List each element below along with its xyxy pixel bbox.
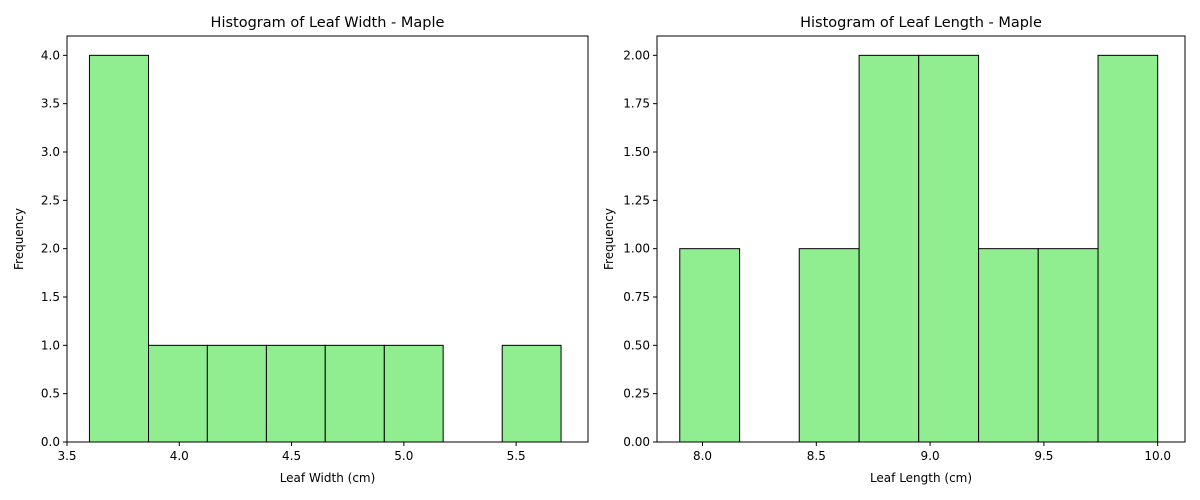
width-bar-4 xyxy=(324,344,385,443)
length-x-axis-label: Leaf Length (cm) xyxy=(870,471,972,485)
length-y-tick-label: 1.75 xyxy=(623,97,650,111)
length-bar-0 xyxy=(679,248,741,443)
length-bar-3 xyxy=(858,54,920,443)
width-axes-frame xyxy=(66,35,589,443)
length-y-tick-label: 0.00 xyxy=(623,435,650,449)
width-y-axis-label: Frequency xyxy=(12,208,26,270)
width-bar-1 xyxy=(148,344,208,443)
width-y-tick-label: 0.5 xyxy=(41,387,60,401)
width-x-tick-label: 3.5 xyxy=(57,449,76,463)
length-bar-4 xyxy=(918,54,980,443)
length-x-tick-label: 9.0 xyxy=(921,449,940,463)
leaf-width-histogram: 3.5 4.0 4.5 5.0 5.5 0.0 0.5 1.0 1.5 2.0 2.5 3.0 3.5 4… xyxy=(12,15,589,485)
width-x-tick-label: 5.0 xyxy=(394,449,413,463)
width-y-tick-label: 0.0 xyxy=(41,435,60,449)
length-x-tick-label: 8.5 xyxy=(807,449,826,463)
width-y-tick-label: 3.0 xyxy=(41,145,60,159)
width-bar-5 xyxy=(383,344,444,443)
length-y-tick-label: 0.50 xyxy=(623,338,650,352)
width-chart-title: Histogram of Leaf Width - Maple xyxy=(211,15,445,31)
width-x-tick-label: 4.5 xyxy=(282,449,301,463)
width-bar-2 xyxy=(206,344,267,443)
length-y-tick-label: 0.75 xyxy=(623,290,650,304)
leaf-length-histogram: 8.0 8.5 9.0 9.5 10.0 0.00 0.25 0.50 0.75 1.00 1.25… xyxy=(602,15,1186,485)
length-x-tick-label: 10.0 xyxy=(1144,449,1171,463)
length-y-tick-label: 1.25 xyxy=(623,193,650,207)
length-bar-6 xyxy=(1037,248,1099,443)
length-bar-7 xyxy=(1097,54,1159,443)
length-chart-title: Histogram of Leaf Length - Maple xyxy=(800,15,1042,31)
width-y-tick-label: 1.5 xyxy=(41,290,60,304)
width-x-tick-label: 4.0 xyxy=(170,449,189,463)
length-y-tick-label: 1.50 xyxy=(623,145,650,159)
width-y-tick-label: 3.5 xyxy=(41,97,60,111)
width-bar-7 xyxy=(501,344,562,443)
length-x-tick-label: 8.0 xyxy=(693,449,712,463)
length-y-tick-label: 0.25 xyxy=(623,387,650,401)
length-bar-5 xyxy=(978,248,1039,443)
length-y-tick-label: 2.00 xyxy=(623,48,650,62)
length-y-tick-label: 1.00 xyxy=(623,242,650,256)
width-y-tick-label: 2.0 xyxy=(41,242,60,256)
length-axes-frame xyxy=(656,35,1186,443)
width-bar-0 xyxy=(88,54,150,443)
width-x-tick-label: 5.5 xyxy=(507,449,526,463)
width-y-tick-label: 2.5 xyxy=(41,193,60,207)
width-y-tick-label: 1.0 xyxy=(41,338,60,352)
width-y-tick-label: 4.0 xyxy=(41,48,60,62)
length-bar-2 xyxy=(798,248,860,443)
length-x-tick-label: 9.5 xyxy=(1034,449,1053,463)
width-bar-3 xyxy=(265,344,326,443)
length-y-axis-label: Frequency xyxy=(602,208,616,270)
width-x-axis-label: Leaf Width (cm) xyxy=(280,471,376,485)
